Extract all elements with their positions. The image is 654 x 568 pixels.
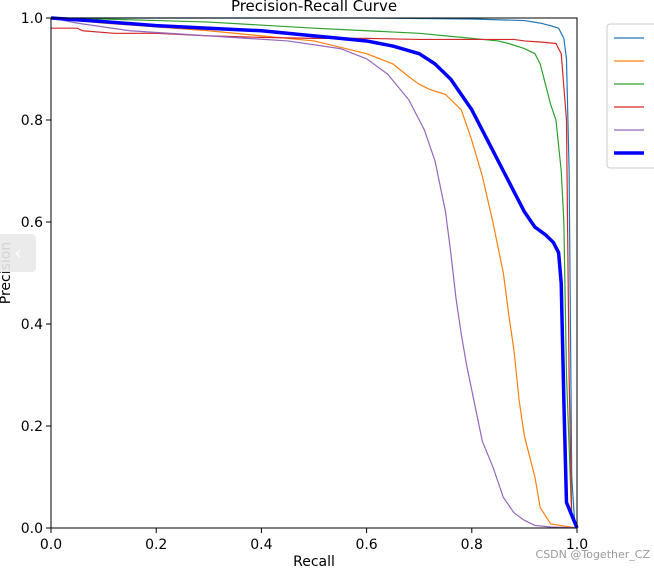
y-ticks: 0.0 0.2 0.4 0.6 0.8 1.0 xyxy=(21,11,51,537)
y-tick-label: 0.2 xyxy=(21,419,43,435)
x-tick-label: 0.4 xyxy=(250,537,272,553)
legend xyxy=(606,23,654,169)
x-tick-label: 0.8 xyxy=(461,537,483,553)
x-tick-label: 0.0 xyxy=(40,537,62,553)
y-tick-label: 0.0 xyxy=(21,521,43,537)
series-layer xyxy=(50,16,579,529)
x-axis-label: Recall xyxy=(293,554,335,568)
chart-title: Precision-Recall Curve xyxy=(231,0,397,15)
side-collapse-tab[interactable]: ‹ xyxy=(0,234,36,272)
series-line-6 xyxy=(50,16,579,529)
y-tick-label: 0.4 xyxy=(21,317,43,333)
x-tick-label: 0.6 xyxy=(355,537,377,553)
series-line-3 xyxy=(50,17,578,529)
watermark: CSDN @Together_CZ xyxy=(536,548,651,561)
series-line-5 xyxy=(50,17,578,529)
x-tick-label: 0.2 xyxy=(145,537,167,553)
chevron-left-icon: ‹ xyxy=(14,242,22,264)
y-tick-label: 1.0 xyxy=(21,11,43,27)
series-line-4 xyxy=(51,27,578,529)
series-line-2 xyxy=(50,17,578,529)
x-tick-label: 1.0 xyxy=(566,537,588,553)
y-tick-label: 0.8 xyxy=(21,113,43,129)
y-tick-label: 0.6 xyxy=(21,215,43,231)
plot-frame xyxy=(50,17,578,529)
series-line-1 xyxy=(51,17,578,529)
legend-box xyxy=(606,23,654,169)
x-ticks: 0.0 0.2 0.4 0.6 0.8 1.0 xyxy=(40,528,588,553)
